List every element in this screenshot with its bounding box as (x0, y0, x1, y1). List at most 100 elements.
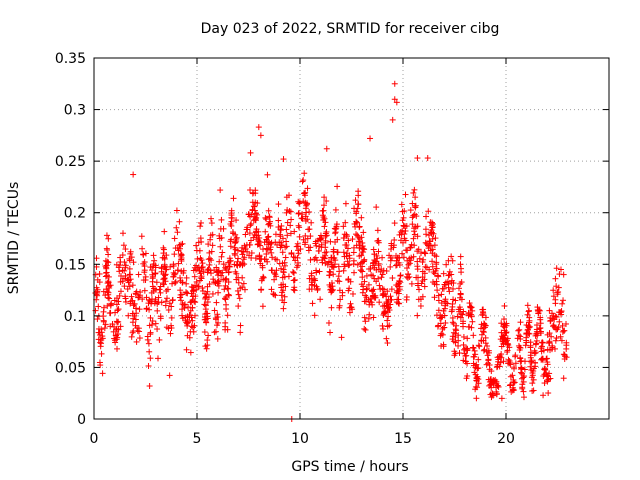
data-point (145, 362, 152, 369)
data-point (367, 135, 374, 142)
data-point (457, 314, 464, 321)
data-point (504, 347, 511, 354)
data-point (340, 249, 347, 256)
data-point (282, 254, 289, 261)
data-point (334, 249, 341, 256)
data-point (385, 296, 392, 303)
data-point (421, 250, 428, 257)
data-point (106, 310, 113, 317)
data-point (408, 280, 415, 287)
data-point (195, 239, 202, 246)
data-point (425, 242, 432, 249)
data-point (335, 263, 342, 270)
data-point (485, 356, 492, 363)
data-point (484, 352, 491, 359)
data-point (267, 240, 274, 247)
data-point (233, 234, 240, 241)
data-point (281, 293, 288, 300)
data-point (235, 291, 242, 298)
data-point (393, 282, 400, 289)
data-point (369, 260, 376, 267)
data-point (128, 293, 135, 300)
data-point (95, 336, 102, 343)
data-point (183, 289, 190, 296)
data-point (172, 278, 179, 285)
data-point (379, 303, 386, 310)
data-point (465, 312, 472, 319)
data-point (235, 255, 242, 262)
data-point (187, 349, 194, 356)
data-point (344, 258, 351, 265)
data-point (273, 267, 280, 274)
data-point (487, 376, 494, 383)
data-point (238, 248, 245, 255)
data-point (416, 286, 423, 293)
data-point (126, 265, 133, 272)
data-point (180, 302, 187, 309)
data-point (391, 80, 398, 87)
data-point (233, 270, 240, 277)
data-point (526, 319, 533, 326)
data-point (445, 257, 452, 264)
data-point (450, 320, 457, 327)
data-point (248, 220, 255, 227)
data-point (358, 234, 365, 241)
data-point (421, 276, 428, 283)
data-point (395, 300, 402, 307)
data-point (316, 268, 323, 275)
data-point (153, 279, 160, 286)
data-point (366, 311, 373, 318)
data-point (130, 171, 137, 178)
data-point (332, 230, 339, 237)
data-point (518, 365, 525, 372)
data-point (471, 347, 478, 354)
data-point (116, 292, 123, 299)
data-point (477, 325, 484, 332)
data-point (417, 296, 424, 303)
data-point (376, 282, 383, 289)
data-point (374, 255, 381, 262)
x-tick-label: 5 (193, 431, 202, 447)
data-point (502, 329, 509, 336)
plot-frame (93, 57, 610, 420)
data-point (272, 231, 279, 238)
data-point (337, 296, 344, 303)
data-point (135, 294, 142, 301)
data-point (119, 230, 126, 237)
data-point (167, 263, 174, 270)
data-point (339, 292, 346, 299)
data-point (263, 236, 270, 243)
data-point (459, 311, 466, 318)
data-point (409, 200, 416, 207)
data-point (98, 336, 105, 343)
data-point (519, 385, 526, 392)
data-point (242, 231, 249, 238)
data-point (236, 295, 243, 302)
data-point (321, 194, 328, 201)
data-point (439, 331, 446, 338)
data-point (193, 242, 200, 249)
data-point (355, 201, 362, 208)
data-point (210, 276, 217, 283)
data-point (232, 252, 239, 259)
data-point (202, 343, 209, 350)
data-point (204, 337, 211, 344)
data-point (371, 294, 378, 301)
data-point (527, 363, 534, 370)
data-point (281, 262, 288, 269)
data-point (341, 261, 348, 268)
y-tick-label: 0.2 (64, 206, 86, 222)
data-point (148, 300, 155, 307)
data-point (225, 268, 232, 275)
data-point (122, 246, 129, 253)
data-point (414, 263, 421, 270)
data-point (498, 395, 505, 402)
data-point (180, 269, 187, 276)
data-point (425, 208, 432, 215)
data-point (275, 201, 282, 208)
data-point (247, 149, 254, 156)
data-point (103, 232, 110, 239)
data-point (560, 271, 567, 278)
data-point (405, 271, 412, 278)
data-point (342, 200, 349, 207)
